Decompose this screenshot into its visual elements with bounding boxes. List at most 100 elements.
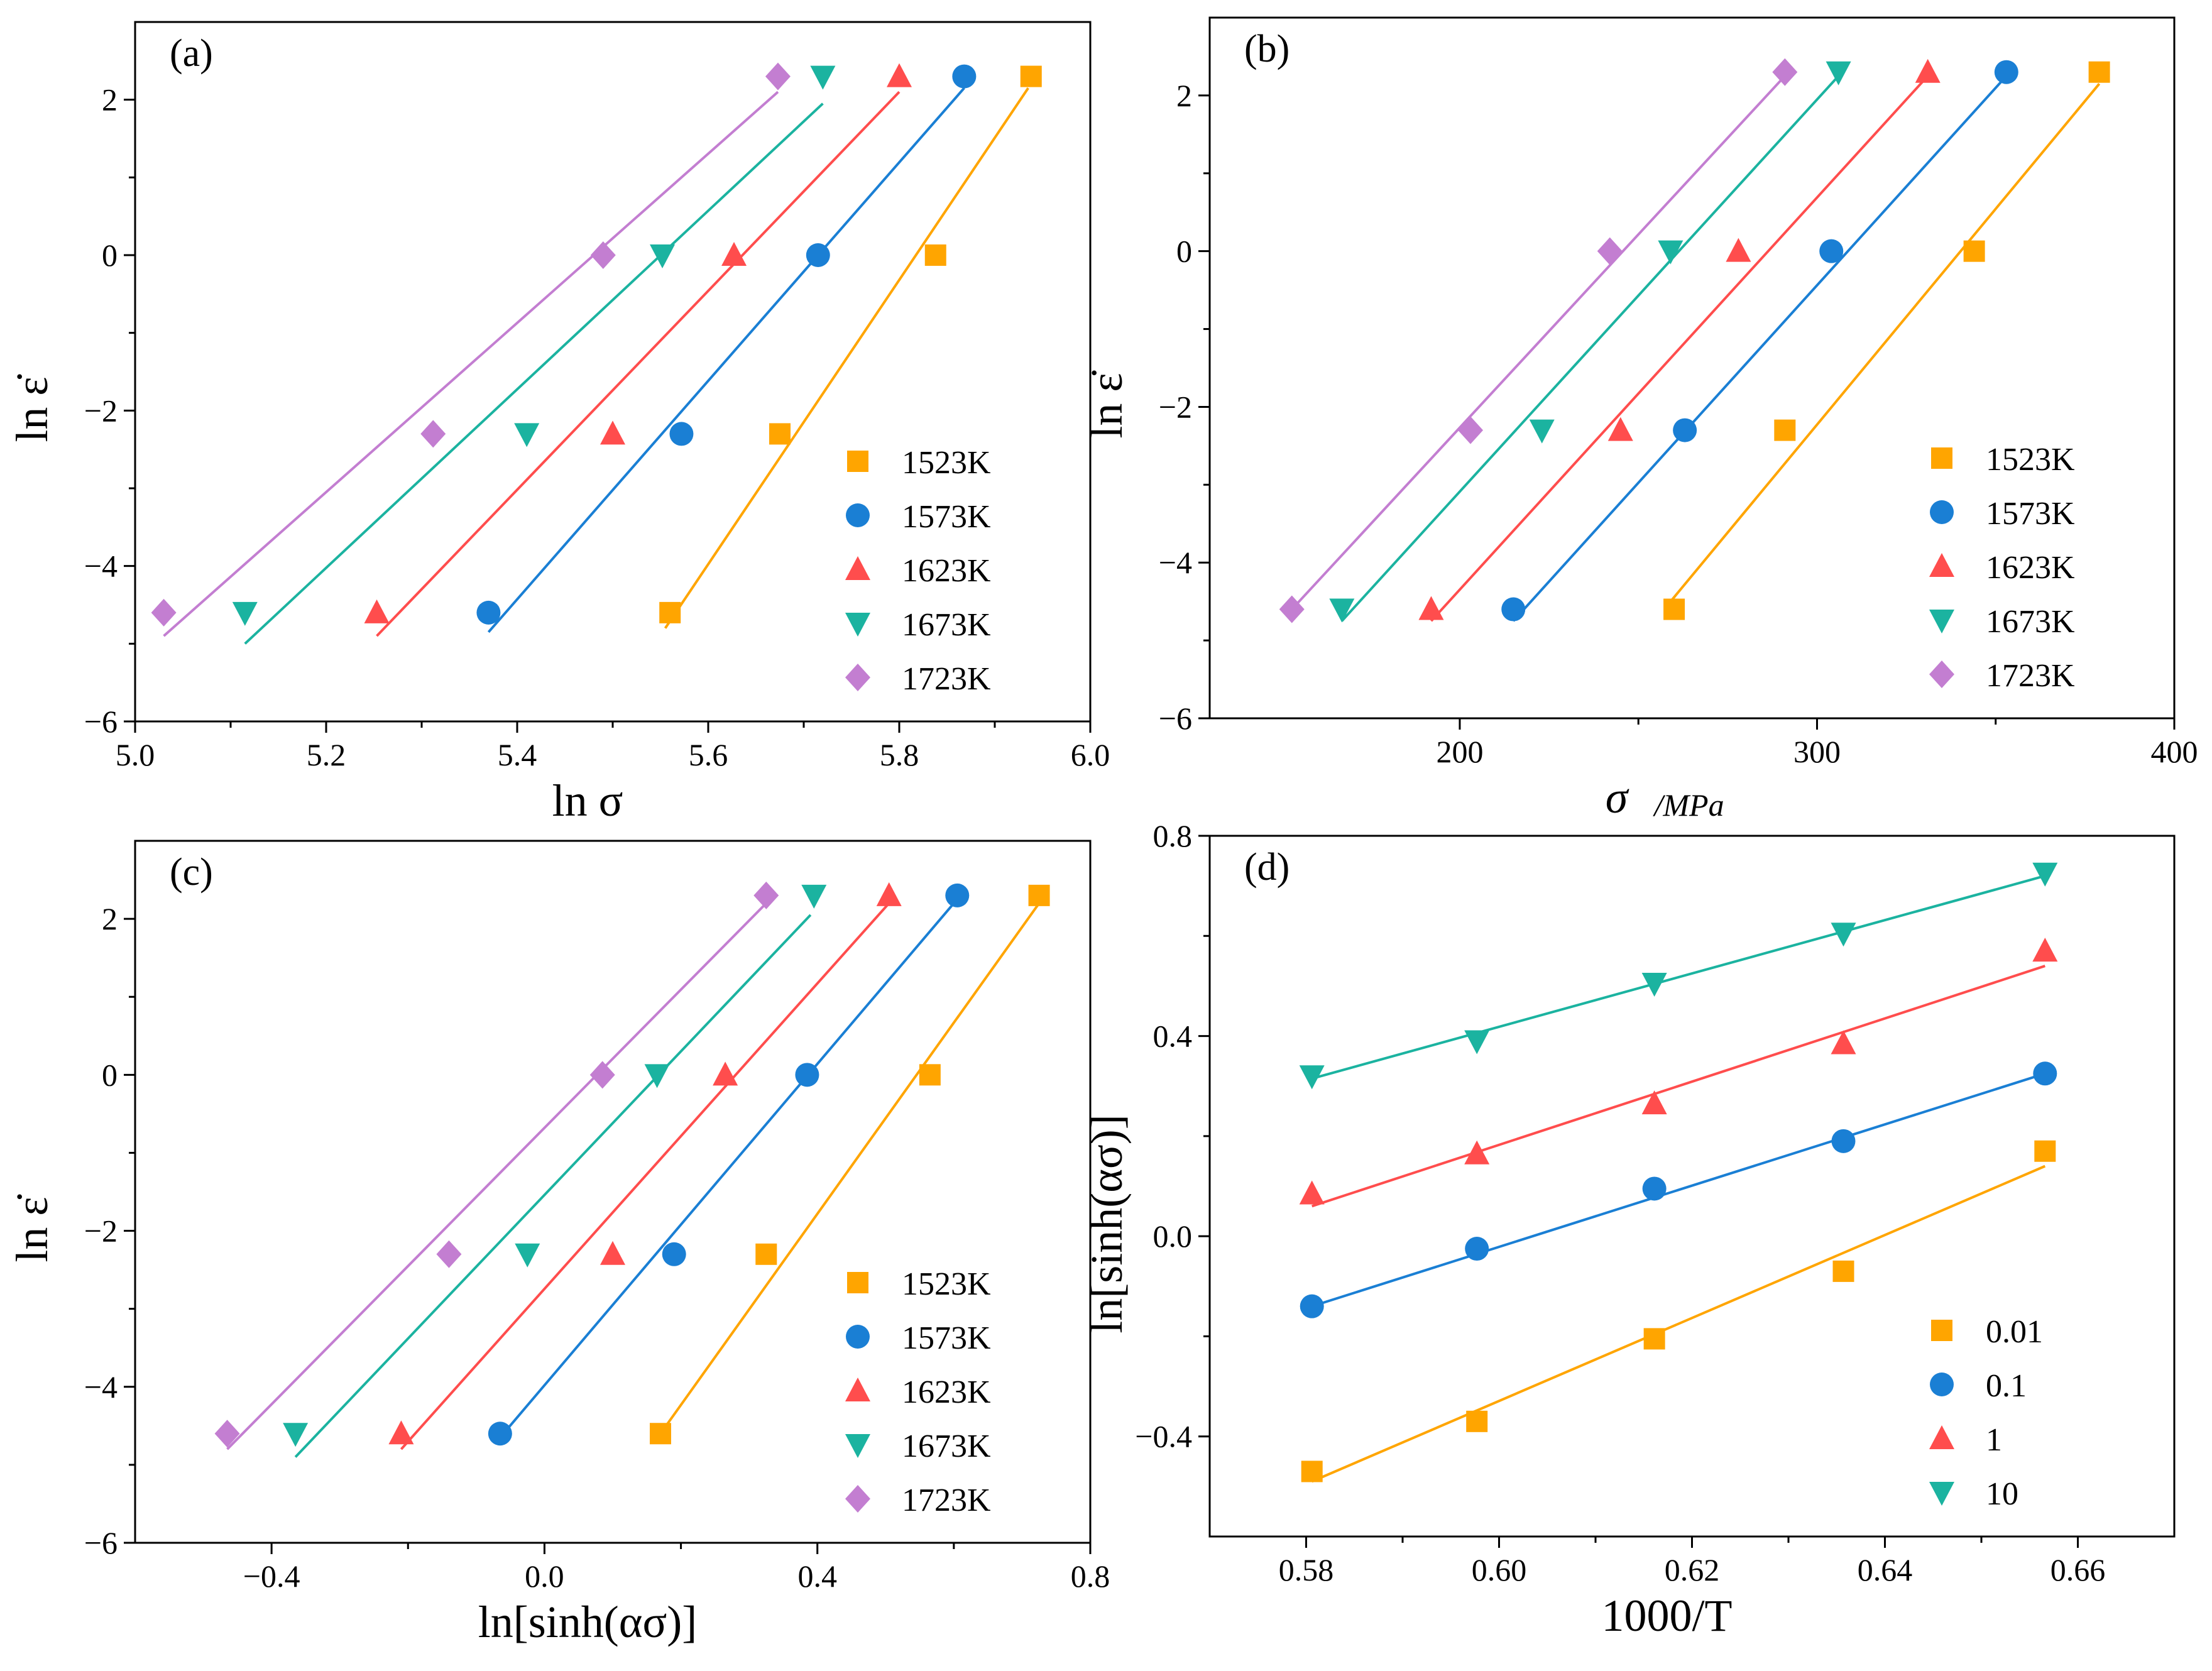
legend-marker (1929, 1482, 1954, 1506)
legend-item: 10 (1929, 1476, 2018, 1512)
x-tick-label: 0.4 (797, 1559, 837, 1594)
legend-label: 1523K (1986, 442, 2075, 478)
y-tick-label: −2 (1159, 389, 1192, 424)
data-point (887, 63, 912, 87)
series-1523K (659, 65, 1042, 629)
legend-item: 1623K (845, 553, 991, 589)
legend-label: 1623K (902, 553, 991, 589)
panel-b: 200 300 400 −6 −4 −2 0 2 (b) σ/MPa ln ε̇ 1523K 1573K… (1081, 16, 2198, 823)
fit-line (664, 87, 1029, 629)
data-point (1774, 419, 1796, 441)
legend-label: 1723K (902, 1482, 991, 1518)
y-tick-label: 0 (102, 238, 118, 273)
series-1573K (488, 883, 970, 1446)
data-point (1831, 1030, 1856, 1055)
fit-line (1311, 874, 2045, 1080)
fit-line (1340, 75, 1840, 622)
series-1573K (1501, 60, 2018, 622)
data-point (1994, 60, 2018, 84)
x-tick-label: 5.8 (880, 737, 919, 772)
legend-item: 1723K (1929, 658, 2075, 694)
legend-item: 1573K (846, 499, 991, 535)
data-point (1641, 972, 1667, 997)
y-tick-label: 2 (102, 901, 118, 936)
x-axis-unit: /MPa (1653, 787, 1724, 823)
data-point (1299, 1065, 1325, 1090)
data-point (659, 601, 681, 623)
panel-a: 5.0 5.2 5.4 5.6 5.8 6.0 −6 −4 −2 0 2 (a) ln σ ln ε̇ 15… (7, 21, 1110, 826)
series-1 (1299, 938, 2058, 1208)
data-point (1643, 1328, 1665, 1350)
fit-line (1512, 75, 2008, 622)
legend-label: 1673K (902, 607, 991, 643)
legend-label: 0.01 (1986, 1314, 2043, 1350)
x-tick-label: 6.0 (1071, 737, 1110, 772)
legend-label: 1573K (902, 499, 991, 535)
data-point (650, 244, 676, 268)
legend-item: 1523K (847, 1266, 991, 1302)
data-point (514, 423, 540, 447)
y-tick-label: −6 (84, 1525, 118, 1560)
legend-item: 1673K (845, 1428, 991, 1464)
data-point (283, 1423, 309, 1447)
x-axis-title: ln σ (552, 775, 623, 826)
legend-marker (845, 556, 870, 580)
series-10 (1299, 862, 2058, 1090)
data-point (721, 242, 747, 266)
x-axis-title: σ (1606, 772, 1629, 823)
panel-label: (b) (1244, 28, 1289, 70)
legend-item: 1723K (845, 661, 991, 697)
fit-line (1669, 83, 2101, 603)
series-0.1 (1300, 1061, 2057, 1318)
legend-item: 1523K (1931, 442, 2075, 478)
panel-label: (a) (170, 32, 213, 75)
data-point (1464, 1140, 1490, 1164)
legend-marker (1929, 610, 1954, 633)
fit-line (487, 87, 965, 633)
data-point (1819, 239, 1844, 263)
legend-marker (845, 1485, 870, 1513)
data-point (589, 1061, 615, 1089)
y-tick-label: 0.8 (1153, 818, 1193, 853)
y-tick-label: 0 (102, 1057, 118, 1092)
legend-item: 1573K (846, 1320, 991, 1356)
legend-marker (845, 1378, 870, 1401)
series-1723K (1279, 58, 1798, 623)
y-axis-title: ln ε̇ (7, 1194, 57, 1262)
legend-item: 1673K (845, 607, 991, 643)
data-point (2034, 1140, 2056, 1162)
legend-label: 1673K (1986, 604, 2075, 640)
series-1573K (476, 64, 977, 633)
fit-line (499, 902, 955, 1438)
fit-line (1311, 1072, 2045, 1308)
legend-label: 1573K (902, 1320, 991, 1356)
data-point (919, 1064, 941, 1086)
y-tick-label: −2 (84, 393, 118, 428)
y-tick-label: 2 (1176, 78, 1192, 113)
x-tick-label: 400 (2151, 734, 2198, 769)
legend-marker (1931, 1320, 1952, 1341)
data-point (1299, 1180, 1325, 1205)
data-point (1597, 237, 1623, 265)
data-point (1826, 61, 1851, 85)
data-point (2088, 61, 2110, 83)
legend-label: 1723K (902, 661, 991, 697)
fit-line (1291, 75, 1786, 610)
series-1623K (388, 882, 902, 1450)
panel-c: −0.4 0.0 0.4 0.8 −6 −4 −2 0 2 (c) ln[sinh(ασ)] ln ε… (7, 840, 1110, 1647)
fit-line (659, 902, 1041, 1435)
legend-label: 1623K (902, 1374, 991, 1410)
y-axis-title: ln[sinh(ασ)] (1081, 1114, 1132, 1333)
x-tick-label: 200 (1436, 734, 1483, 769)
data-point (669, 422, 694, 446)
legend-marker (845, 1434, 870, 1458)
data-point (1831, 1129, 1856, 1153)
y-tick-label: 2 (102, 82, 118, 118)
data-point (2032, 938, 2058, 962)
data-point (765, 62, 791, 90)
y-tick-label: −4 (1159, 545, 1192, 580)
legend-marker (1930, 500, 1954, 524)
data-point (1466, 1410, 1488, 1432)
legend-label: 1673K (902, 1428, 991, 1464)
